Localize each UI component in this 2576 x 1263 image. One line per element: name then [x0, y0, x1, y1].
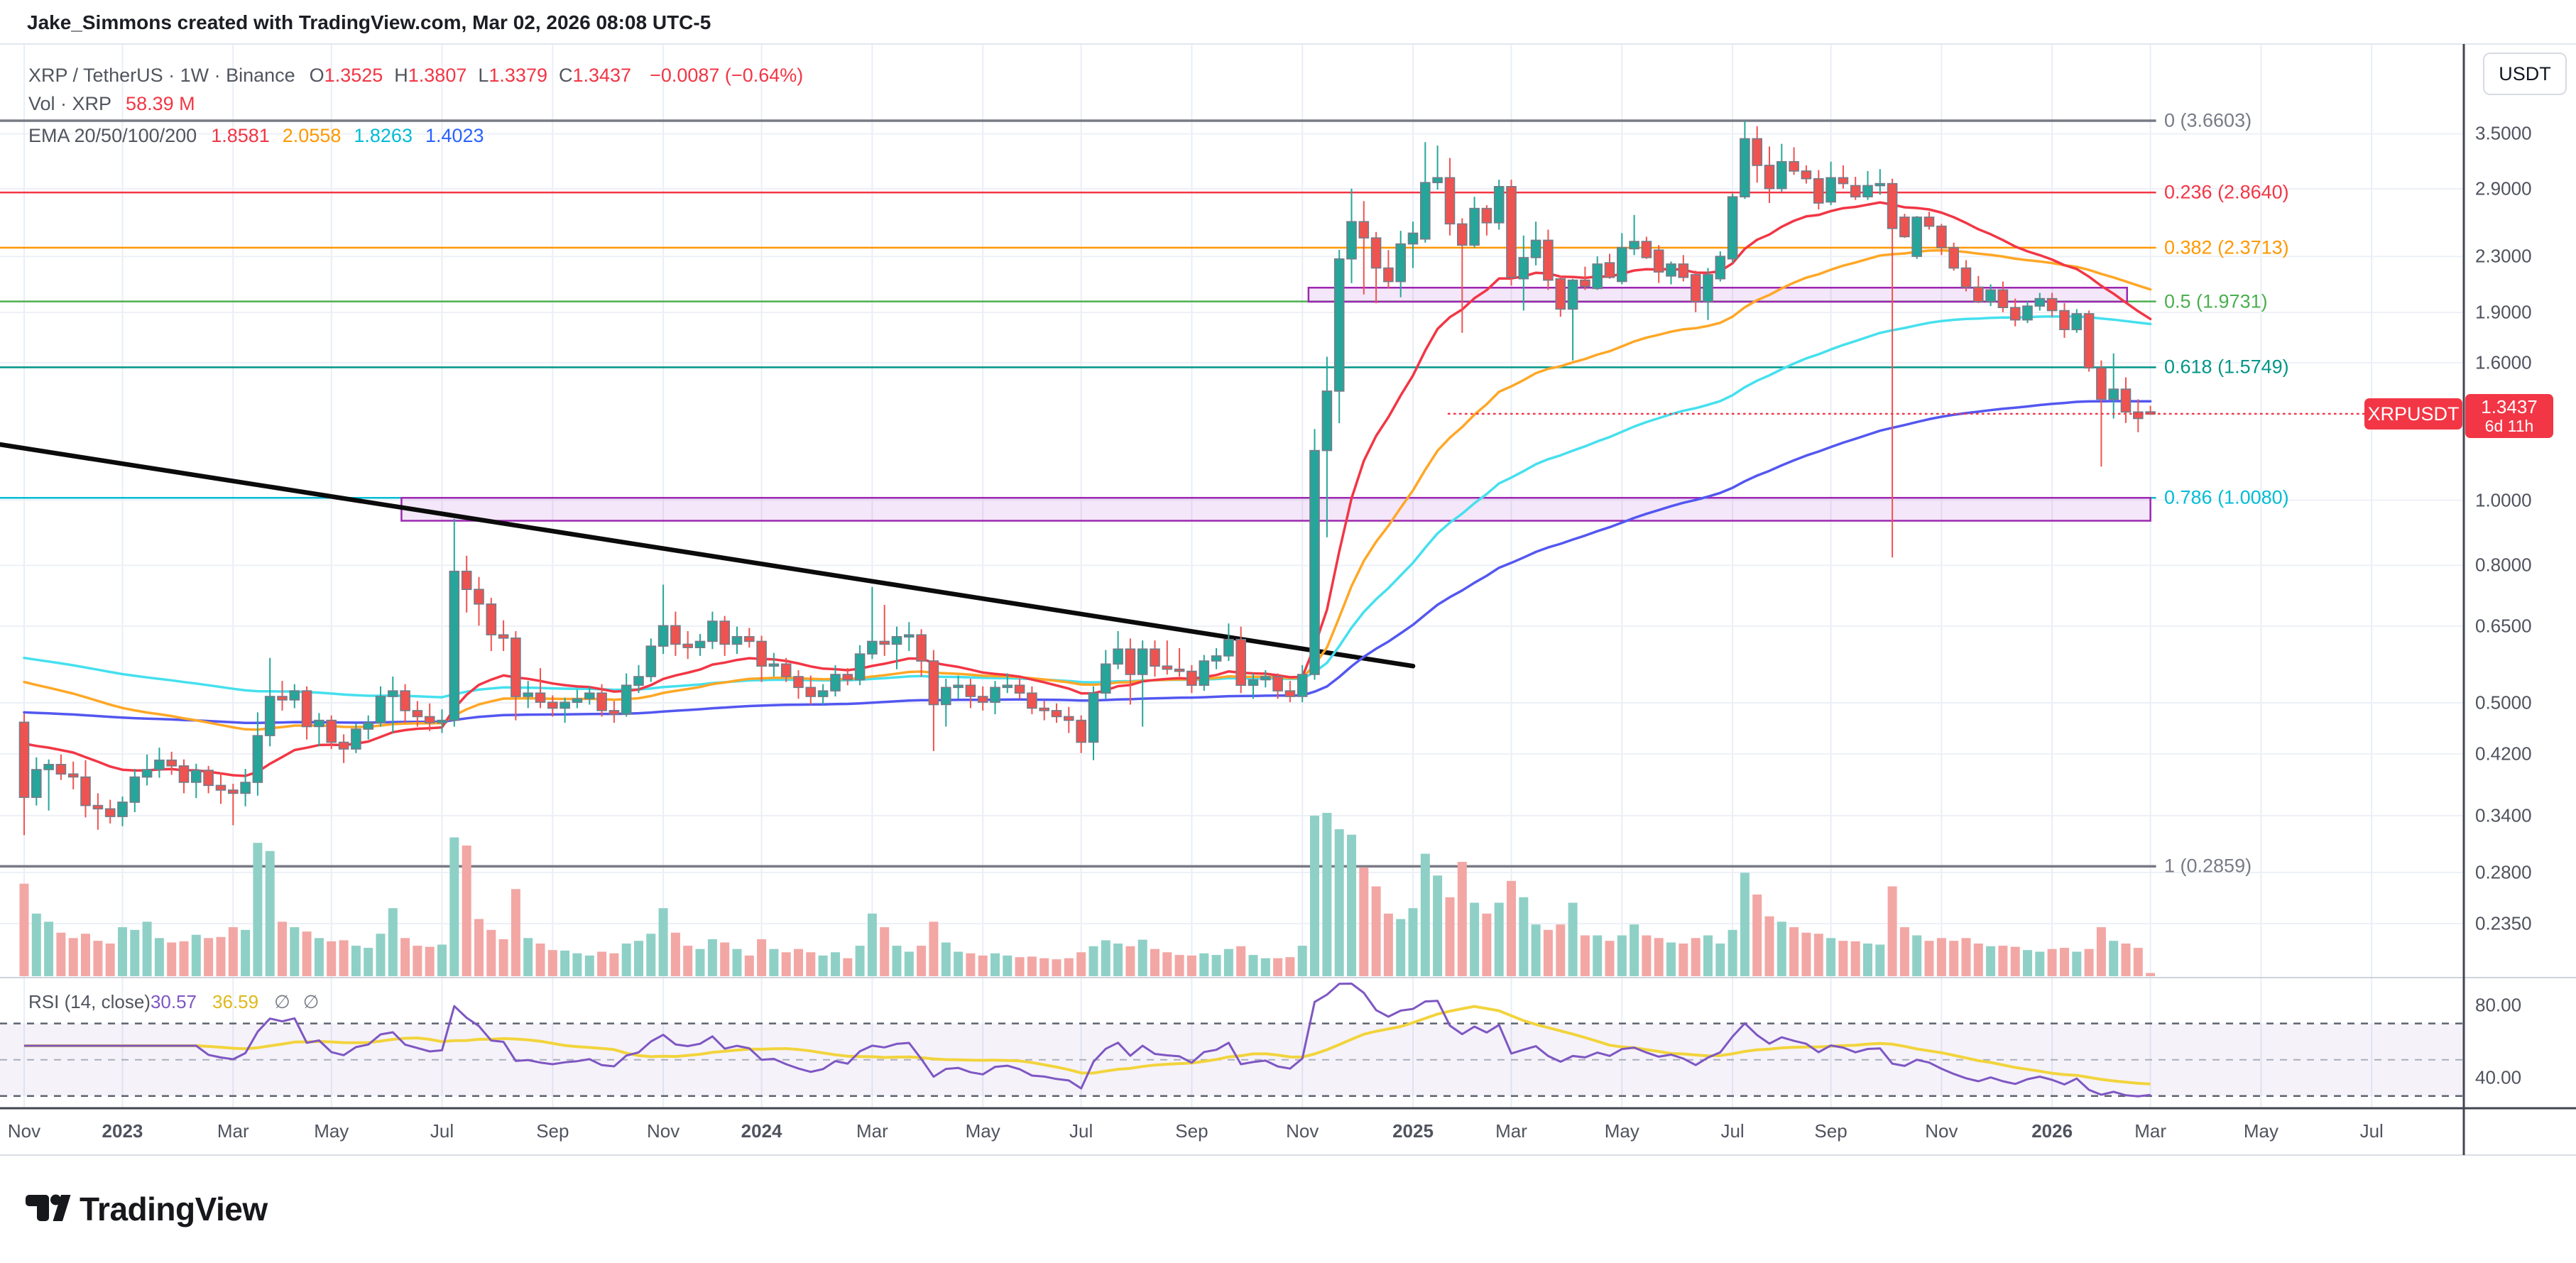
symbol-title[interactable]: XRP / TetherUS · 1W · Binance	[28, 65, 295, 86]
volume-legend-row: Vol · XRP 58.39 M	[28, 93, 195, 115]
price-axis-label: 0.4200	[2475, 743, 2532, 765]
fib-level-label: 0.618 (1.5749)	[2164, 356, 2289, 378]
change-value: −0.0087 (−0.64%)	[650, 65, 804, 86]
time-axis-label: Mar	[217, 1120, 249, 1142]
ohlc-value: 1.3437	[572, 65, 632, 86]
time-axis-label: May	[314, 1120, 349, 1142]
time-axis-label: Sep	[1175, 1120, 1208, 1142]
price-axis-label: 0.2350	[2475, 912, 2532, 934]
time-axis-label: 2025	[1392, 1120, 1434, 1142]
ohlc-value: 1.3807	[408, 65, 467, 86]
time-axis-label: May	[1604, 1120, 1639, 1142]
brand-wordmark: TradingView	[80, 1191, 268, 1228]
time-axis-label: Sep	[1814, 1120, 1848, 1142]
ema-value: 2.0558	[282, 125, 342, 146]
ohlc-letter: H	[394, 65, 408, 86]
time-axis-label: Nov	[1925, 1120, 1958, 1142]
tradingview-logo[interactable]: TradingView	[26, 1190, 268, 1228]
price-axis-label: 0.6500	[2475, 615, 2532, 637]
time-axis-label: Mar	[856, 1120, 888, 1142]
rsi-axis-label: 40.00	[2475, 1066, 2522, 1088]
price-axis-label: 0.2800	[2475, 861, 2532, 883]
fib-level-label: 0.236 (2.8640)	[2164, 181, 2289, 203]
price-axis-label: 0.8000	[2475, 554, 2532, 576]
empty-set-icon: ∅	[302, 991, 320, 1012]
price-axis-label: 3.5000	[2475, 122, 2532, 144]
time-axis-label: 2026	[2031, 1120, 2073, 1142]
rsi-axis-label: 80.00	[2475, 994, 2522, 1016]
last-price-value: 1.3437	[2481, 395, 2538, 417]
ohlc-letter: O	[309, 65, 324, 86]
ema-value: 1.8581	[211, 125, 270, 146]
price-axis-label: 0.3400	[2475, 804, 2532, 826]
bar-countdown: 6d 11h	[2484, 416, 2534, 435]
attribution-text: Jake_Simmons created with TradingView.co…	[27, 11, 711, 33]
ohlc-values: O1.3525 H1.3807 L1.3379 C1.3437	[310, 65, 643, 87]
time-axis-label: Jul	[1720, 1120, 1745, 1142]
ema-label[interactable]: EMA 20/50/100/200	[28, 125, 197, 146]
fib-level-label: 1 (0.2859)	[2164, 855, 2252, 877]
time-axis-label: Nov	[646, 1120, 680, 1142]
volume-value: 58.39 M	[126, 93, 195, 114]
rsi-legend-row: RSI (14, close) 30.57 36.59 ∅ ∅	[28, 991, 332, 1013]
ema-value: 1.8263	[354, 125, 413, 146]
ema-legend-row: EMA 20/50/100/200 1.8581 2.0558 1.8263 1.40…	[28, 125, 497, 147]
last-price-symbol-badge[interactable]: XRPUSDT	[2364, 398, 2462, 430]
price-axis-label: 1.0000	[2475, 489, 2532, 510]
time-axis-label: Mar	[1495, 1120, 1527, 1142]
time-axis-label: Jul	[1069, 1120, 1093, 1142]
empty-set-icon: ∅	[274, 991, 290, 1012]
tradingview-mark-icon	[26, 1191, 71, 1228]
fib-level-label: 0 (3.6603)	[2164, 109, 2252, 131]
ohlc-letter: C	[558, 65, 573, 86]
rsi-value: 36.59	[212, 991, 259, 1012]
price-axis-label: 1.9000	[2475, 301, 2532, 323]
price-axis-label: 0.5000	[2475, 691, 2532, 713]
rsi-label[interactable]: RSI (14, close)	[28, 991, 151, 1012]
symbol-legend-row: XRP / TetherUS · 1W · Binance O1.3525 H1.…	[28, 65, 803, 87]
currency-toggle-button[interactable]: USDT	[2483, 53, 2567, 95]
ohlc-value: 1.3379	[489, 65, 547, 86]
ohlc-value: 1.3525	[324, 65, 383, 86]
time-axis-label: Nov	[1286, 1120, 1319, 1142]
time-axis-label: May	[965, 1120, 1000, 1142]
time-axis-label: Mar	[2134, 1120, 2167, 1142]
time-axis-label: Jul	[430, 1120, 454, 1142]
time-axis-label: Nov	[7, 1120, 41, 1142]
price-axis-label: 2.3000	[2475, 245, 2532, 267]
ema-values: 1.8581 2.0558 1.8263 1.4023	[211, 125, 496, 147]
fib-level-label: 0.5 (1.9731)	[2164, 290, 2268, 312]
time-axis-label: 2024	[741, 1120, 782, 1142]
ohlc-letter: L	[478, 65, 489, 86]
time-axis-label: May	[2243, 1120, 2278, 1142]
rsi-values: 30.57 36.59 ∅ ∅	[151, 991, 332, 1013]
rsi-value: 30.57	[150, 991, 197, 1012]
price-axis-label: 2.9000	[2475, 177, 2532, 199]
time-axis-label: Jul	[2359, 1120, 2384, 1142]
last-price-value-badge[interactable]: 1.3437 6d 11h	[2465, 394, 2553, 438]
time-axis-label: 2023	[102, 1120, 143, 1142]
time-axis-label: Sep	[536, 1120, 569, 1142]
ema-value: 1.4023	[425, 125, 484, 146]
fib-level-label: 0.786 (1.0080)	[2164, 486, 2289, 508]
price-axis-label: 1.6000	[2475, 351, 2532, 373]
volume-label[interactable]: Vol · XRP	[28, 93, 112, 114]
fib-level-label: 0.382 (2.3713)	[2164, 236, 2289, 258]
